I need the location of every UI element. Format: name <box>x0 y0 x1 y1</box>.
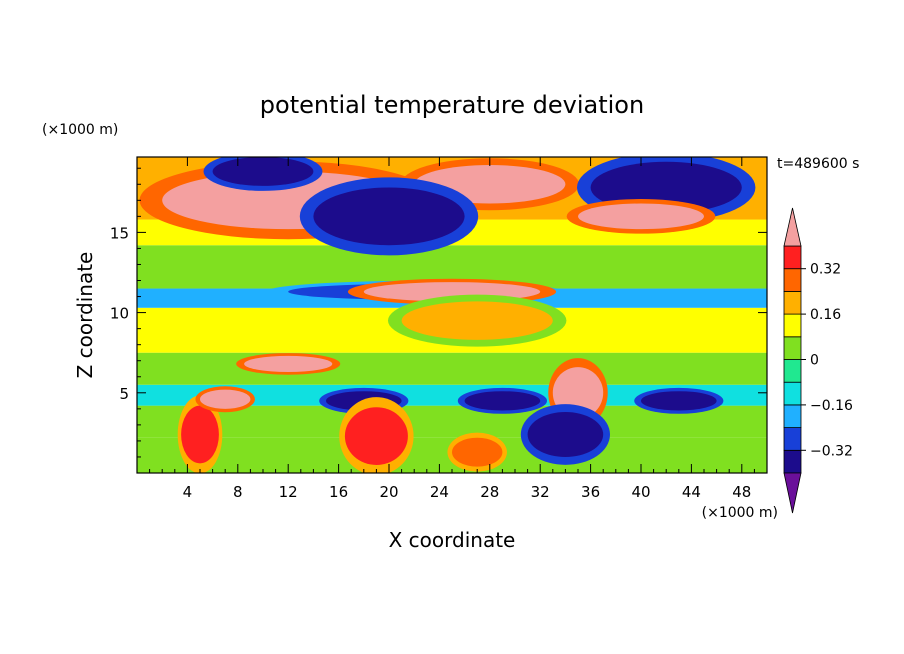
colorbar-tick-label: −0.16 <box>810 398 853 414</box>
x-tick-label: 48 <box>732 483 751 501</box>
field-feature-8 <box>387 294 567 347</box>
colorbar-box <box>783 313 802 338</box>
field-band-2 <box>137 384 767 406</box>
contour-field <box>137 157 767 473</box>
field-feature-17 <box>447 432 507 472</box>
y-tick-label: 10 <box>110 305 129 323</box>
colorbar-box <box>783 245 802 270</box>
x-axis-label: X coordinate <box>389 528 516 552</box>
field-feature-13 <box>634 387 724 414</box>
x-axis-ticks: 4 8 12 16 20 24 28 32 36 40 44 48 <box>149 157 755 501</box>
field-feature-12 <box>457 387 548 414</box>
colorbar-tick-label: 0 <box>810 353 819 369</box>
y-unit-label: (×1000 m) <box>42 122 118 138</box>
x-unit-label: (×1000 m) <box>702 505 778 521</box>
x-tick-label: 28 <box>480 483 499 501</box>
x-tick-label: 12 <box>279 483 298 501</box>
x-tick-label: 40 <box>631 483 650 501</box>
colorbar: 0.32 0.16 0 −0.16 −0.32 <box>783 207 853 514</box>
field-feature-3 <box>203 157 323 191</box>
colorbar-tick-label: −0.32 <box>810 443 853 459</box>
time-label: t=489600 s <box>777 156 859 172</box>
colorbar-box <box>783 290 802 315</box>
x-tick-label: 8 <box>233 483 243 501</box>
y-tick-label: 5 <box>119 385 129 403</box>
y-axis-ticks: 5 10 15 <box>110 167 767 458</box>
colorbar-extend-high <box>783 207 802 247</box>
colorbar-box <box>783 359 802 383</box>
x-tick-label: 32 <box>531 483 550 501</box>
x-tick-label: 36 <box>581 483 600 501</box>
colorbar-tick-label: 0.16 <box>810 307 841 323</box>
colorbar-box <box>783 381 802 406</box>
colorbar-extend-low <box>783 472 802 514</box>
field-feature-14 <box>339 397 414 473</box>
x-tick-label: 24 <box>430 483 449 501</box>
colorbar-box <box>783 404 802 428</box>
y-tick-label: 15 <box>110 224 129 242</box>
x-tick-label: 20 <box>379 483 398 501</box>
colorbar-tick-label: 0.32 <box>810 262 841 278</box>
colorbar-box <box>783 268 802 292</box>
x-tick-label: 44 <box>682 483 701 501</box>
field-feature-16 <box>520 404 611 465</box>
field-feature-5 <box>566 199 716 234</box>
field-band-3 <box>137 352 767 385</box>
x-tick-label: 4 <box>183 483 193 501</box>
field-feature-18 <box>195 386 255 413</box>
field-feature-9 <box>236 353 341 375</box>
chart-title: potential temperature deviation <box>260 91 644 119</box>
colorbar-box <box>783 336 802 360</box>
field-feature-15 <box>177 395 223 473</box>
colorbar-box <box>783 427 802 451</box>
x-tick-label: 16 <box>329 483 348 501</box>
colorbar-box <box>783 449 802 474</box>
y-axis-label: Z coordinate <box>73 252 97 379</box>
field-feature-2 <box>299 177 479 256</box>
